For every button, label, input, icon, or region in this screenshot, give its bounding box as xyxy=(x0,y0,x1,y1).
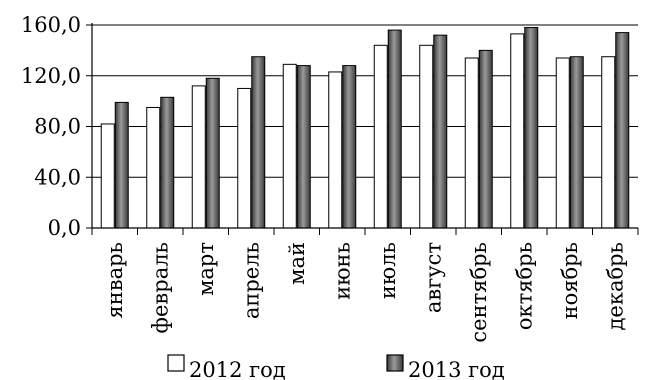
bar-series-2-11 xyxy=(615,32,630,229)
legend: 2012 год 2013 год xyxy=(167,354,505,380)
bar-series-2-6 xyxy=(387,29,402,229)
x-category-labels: январь февраль март апрель май июнь июль август… xyxy=(103,242,628,343)
bar-series-1-6 xyxy=(373,44,388,229)
bar-series-1-1 xyxy=(146,106,161,229)
x-category-label: май xyxy=(285,242,309,285)
x-category-label: июль xyxy=(376,242,400,299)
bar-series-1-0 xyxy=(100,123,115,229)
y-tick-label: 120,0 xyxy=(21,64,81,88)
x-category-label: февраль xyxy=(148,242,172,333)
y-tick-label: 40,0 xyxy=(34,165,81,189)
legend-label: 2012 год xyxy=(189,358,286,380)
x-category-label: ноябрь xyxy=(558,242,582,319)
gridlines xyxy=(92,24,638,178)
bar-series-1-10 xyxy=(555,57,570,229)
bar-series-1-4 xyxy=(282,63,297,229)
bar-series-2-10 xyxy=(569,56,584,229)
y-tick-label: 160,0 xyxy=(21,13,81,37)
x-category-label: октябрь xyxy=(512,242,536,330)
bar-series-1-11 xyxy=(601,56,616,229)
x-category-label: январь xyxy=(103,242,127,318)
bar-series-1-9 xyxy=(510,33,525,229)
bar-series-2-2 xyxy=(205,77,220,229)
x-category-label: апрель xyxy=(239,242,263,319)
x-category-label: август xyxy=(421,242,445,313)
legend-swatch xyxy=(167,354,185,372)
x-category-label: сентябрь xyxy=(467,242,491,343)
bar-series-1-8 xyxy=(464,57,479,229)
bar-series-1-7 xyxy=(419,44,434,229)
bars xyxy=(100,27,630,229)
y-tick-label: 80,0 xyxy=(34,115,81,139)
legend-swatch xyxy=(386,354,404,372)
x-category-label: июнь xyxy=(330,242,354,300)
y-tick-label: 0,0 xyxy=(48,216,81,240)
bar-series-2-3 xyxy=(251,56,266,229)
axes xyxy=(86,23,639,235)
bar-series-2-4 xyxy=(296,65,311,229)
legend-label: 2013 год xyxy=(408,358,505,380)
bar-series-1-2 xyxy=(191,85,206,229)
bar-series-2-7 xyxy=(433,34,448,229)
bar-series-2-5 xyxy=(342,65,357,229)
bar-series-1-3 xyxy=(237,87,252,229)
y-tick-labels: 0,0 40,0 80,0 120,0 160,0 xyxy=(21,13,81,240)
bar-series-2-1 xyxy=(160,96,175,229)
bar-series-2-0 xyxy=(114,101,129,229)
bar-series-1-5 xyxy=(328,71,343,229)
x-category-label: март xyxy=(194,242,218,296)
bar-series-2-8 xyxy=(478,49,493,229)
x-category-label: декабрь xyxy=(603,242,627,331)
bar-series-2-9 xyxy=(524,27,539,229)
